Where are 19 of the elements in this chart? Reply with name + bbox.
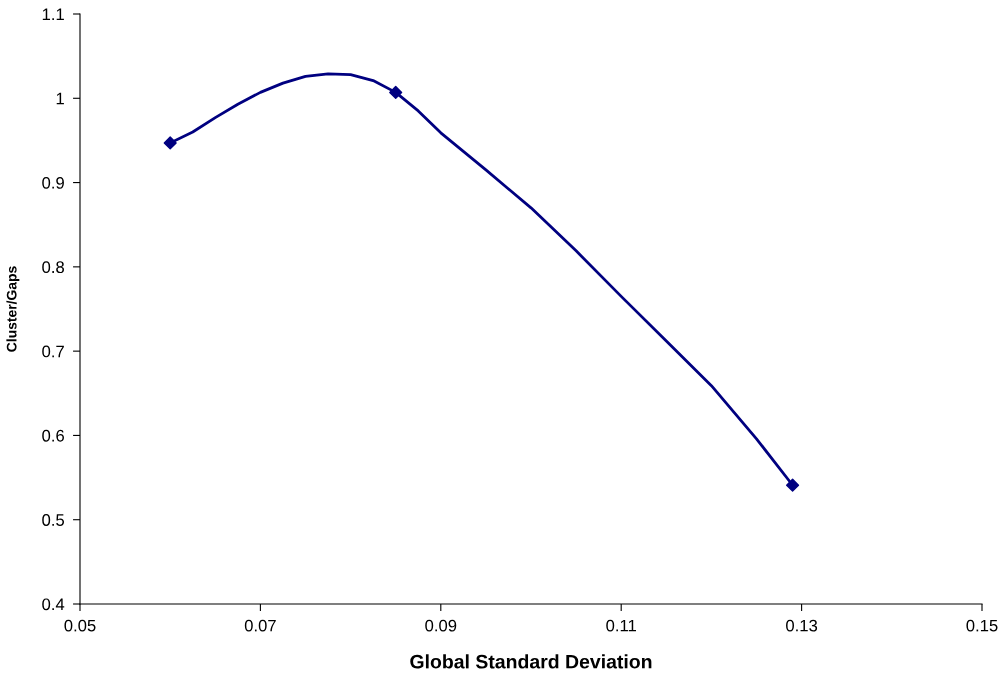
x-tick-label: 0.15: [966, 619, 998, 632]
y-tick-label: 1: [56, 92, 64, 105]
y-tick-label: 0.5: [42, 514, 65, 526]
x-tick-label: 0.13: [786, 619, 818, 632]
x-axis-title: Global Standard Deviation: [410, 654, 652, 669]
y-tick-label: 0.4: [42, 598, 65, 611]
y-tick-label: 0.7: [42, 345, 64, 358]
y-tick-label: 0.8: [42, 261, 64, 274]
point: [163, 136, 177, 150]
point: [389, 85, 403, 99]
y-tick-label: 0.6: [42, 429, 64, 442]
x-tick-label: 0.07: [244, 619, 276, 632]
y-tick-label: 0.9: [42, 176, 64, 189]
y-tick-label: 1.1: [42, 8, 64, 21]
y-axis-title: Cluster/Gaps: [6, 266, 20, 352]
point: [785, 478, 800, 492]
x-tick-label: 0.05: [64, 619, 96, 632]
x-tick-label: 0.09: [425, 619, 457, 632]
x-tick-label: 0.11: [606, 619, 636, 632]
